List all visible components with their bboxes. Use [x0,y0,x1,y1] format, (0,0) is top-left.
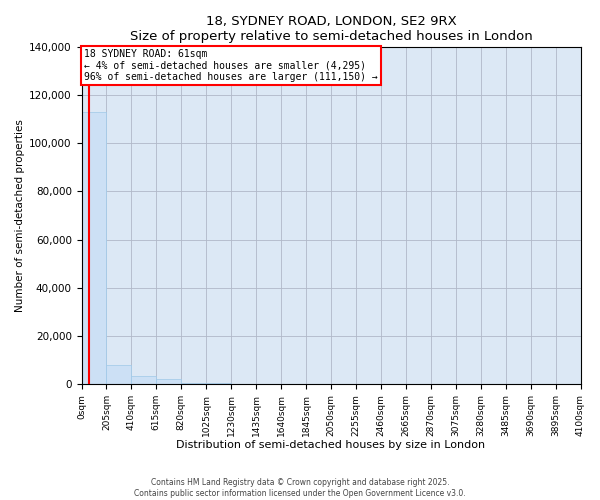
Bar [157,378,181,384]
Bar [181,382,206,384]
Title: 18, SYDNEY ROAD, LONDON, SE2 9RX
Size of property relative to semi-detached hous: 18, SYDNEY ROAD, LONDON, SE2 9RX Size of… [130,15,532,43]
Bar [82,112,106,384]
Text: 18 SYDNEY ROAD: 61sqm
← 4% of semi-detached houses are smaller (4,295)
96% of se: 18 SYDNEY ROAD: 61sqm ← 4% of semi-detac… [84,48,378,82]
Text: Contains HM Land Registry data © Crown copyright and database right 2025.
Contai: Contains HM Land Registry data © Crown c… [134,478,466,498]
Bar [131,376,157,384]
X-axis label: Distribution of semi-detached houses by size in London: Distribution of semi-detached houses by … [176,440,485,450]
Bar [106,364,131,384]
Y-axis label: Number of semi-detached properties: Number of semi-detached properties [15,119,25,312]
